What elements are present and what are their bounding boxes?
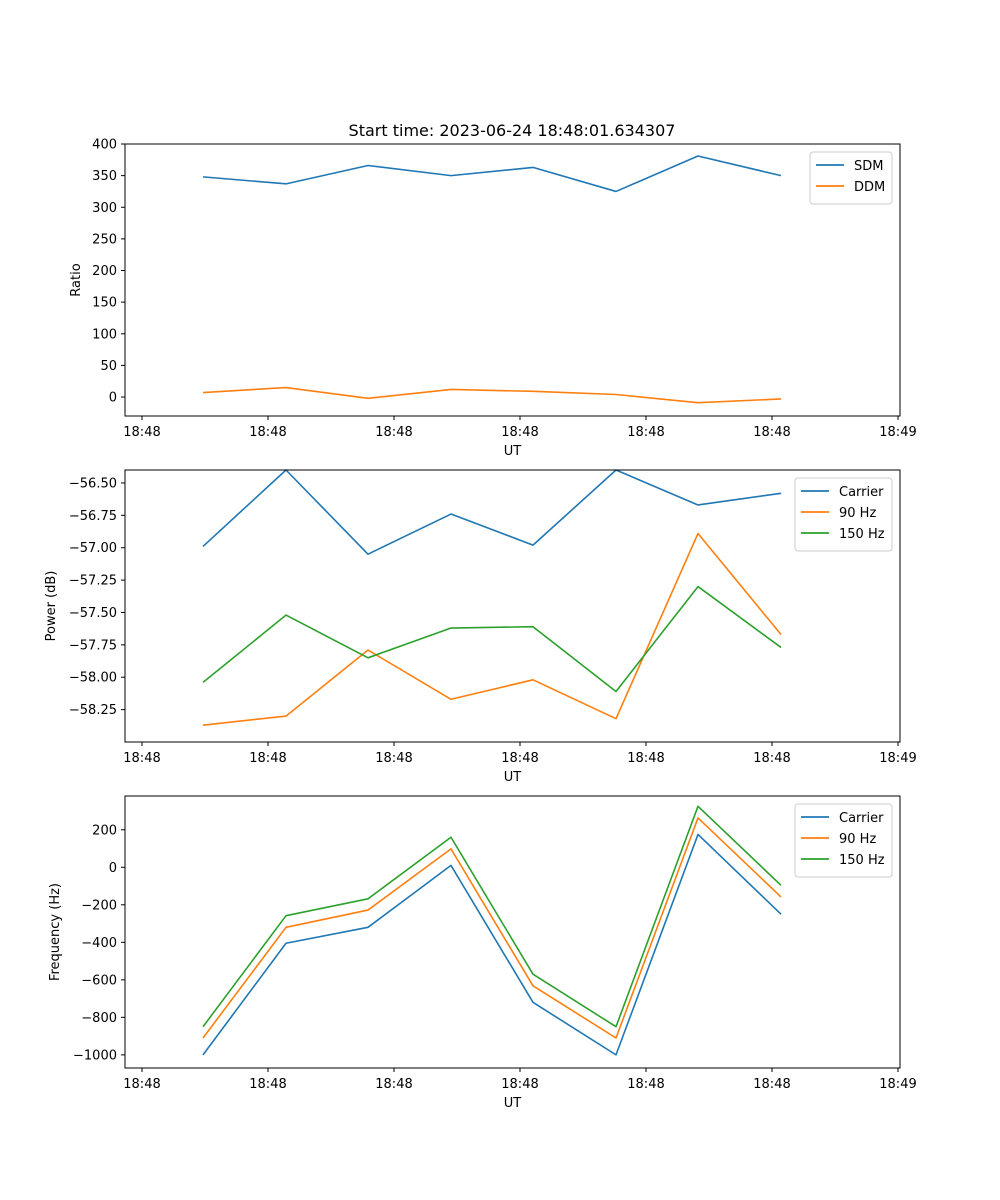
legend-entry: 150 Hz: [839, 527, 885, 542]
x-tick-label: 18:48: [375, 751, 412, 766]
x-tick-label: 18:48: [123, 425, 160, 440]
x-tick-label: 18:48: [753, 425, 790, 440]
legend: SDM DDM: [809, 151, 893, 205]
legend-entry: SDM: [854, 159, 883, 174]
y-tick-label: 200: [92, 823, 117, 838]
y-tick-label: −800: [81, 1011, 117, 1026]
y-tick-label: −56.50: [69, 476, 117, 491]
series-line-90-hz: [202, 817, 782, 1039]
series-line-carrier: [202, 833, 782, 1056]
x-tick-label: 18:48: [249, 425, 286, 440]
series-line-90-hz: [202, 532, 782, 726]
panel-3: 18:48 18:48 18:48 18:48 18:48 18:48 18:49 −1000…: [48, 795, 917, 1111]
axes-frame: [124, 795, 901, 1069]
x-tick-label: 18:48: [375, 1077, 412, 1092]
legend-entry: Carrier: [839, 811, 884, 826]
x-tick-label: 18:48: [249, 1077, 286, 1092]
x-tick-label: 18:48: [753, 751, 790, 766]
series-line-ddm: [202, 386, 782, 404]
x-tick-label: 18:48: [627, 1077, 664, 1092]
y-tick-label: −1000: [73, 1048, 117, 1063]
x-axis-label: UT: [504, 1096, 522, 1111]
legend-entry: DDM: [854, 180, 885, 195]
legend-entry: Carrier: [839, 485, 884, 500]
x-tick-label: 18:48: [627, 425, 664, 440]
series-line-150-hz: [202, 585, 782, 693]
y-tick-label: 400: [92, 138, 117, 153]
x-tick-label: 18:48: [753, 1077, 790, 1092]
panel-1: 18:48 18:48 18:48 18:48 18:48 18:48 18:49 0 50 10…: [69, 138, 917, 460]
y-tick-label: −400: [81, 936, 117, 951]
series-line-150-hz: [202, 805, 782, 1028]
y-tick-label: 50: [100, 359, 117, 374]
figure-title: Start time: 2023-06-24 18:48:01.634307: [349, 121, 676, 140]
axes-frame: [124, 143, 901, 417]
x-tick-label: 18:48: [123, 1077, 160, 1092]
x-tick-label: 18:48: [501, 425, 538, 440]
axes-frame: [124, 469, 901, 743]
y-tick-label: −57.75: [69, 638, 117, 653]
legend-entry: 150 Hz: [839, 853, 885, 868]
y-tick-label: 150: [92, 296, 117, 311]
y-tick-label: 250: [92, 232, 117, 247]
y-tick-label: 300: [92, 201, 117, 216]
x-tick-label: 18:49: [879, 1077, 916, 1092]
series-line-sdm: [202, 155, 782, 193]
y-tick-label: −58.00: [69, 671, 117, 686]
y-tick-label: −58.25: [69, 703, 117, 718]
y-tick-label: −57.50: [69, 606, 117, 621]
y-tick-label: 350: [92, 169, 117, 184]
legend-entry: 90 Hz: [839, 506, 876, 521]
x-tick-label: 18:48: [501, 1077, 538, 1092]
x-tick-label: 18:49: [879, 751, 916, 766]
y-tick-label: −600: [81, 973, 117, 988]
x-tick-label: 18:48: [627, 751, 664, 766]
y-tick-label: 100: [92, 327, 117, 342]
x-tick-label: 18:48: [375, 425, 412, 440]
y-tick-label: 0: [109, 861, 117, 876]
y-axis-label: Frequency (Hz): [48, 883, 63, 981]
x-tick-label: 18:48: [123, 751, 160, 766]
legend-entry: 90 Hz: [839, 832, 876, 847]
y-tick-label: −56.75: [69, 509, 117, 524]
y-tick-label: −57.00: [69, 541, 117, 556]
legend: Carrier 90 Hz 150 Hz: [794, 477, 893, 552]
legend: Carrier 90 Hz 150 Hz: [794, 803, 893, 878]
series-line-carrier: [202, 469, 782, 555]
y-tick-label: −57.25: [69, 574, 117, 589]
x-axis-label: UT: [504, 444, 522, 459]
x-axis-label: UT: [504, 770, 522, 785]
x-tick-label: 18:49: [879, 425, 916, 440]
x-tick-label: 18:48: [249, 751, 286, 766]
y-axis-label: Power (dB): [44, 571, 59, 642]
y-tick-label: 200: [92, 264, 117, 279]
x-tick-label: 18:48: [501, 751, 538, 766]
y-axis-label: Ratio: [69, 263, 84, 296]
y-tick-label: 0: [109, 391, 117, 406]
panel-2: 18:48 18:48 18:48 18:48 18:48 18:48 18:49 −58.2…: [44, 469, 917, 785]
y-tick-label: −200: [81, 898, 117, 913]
